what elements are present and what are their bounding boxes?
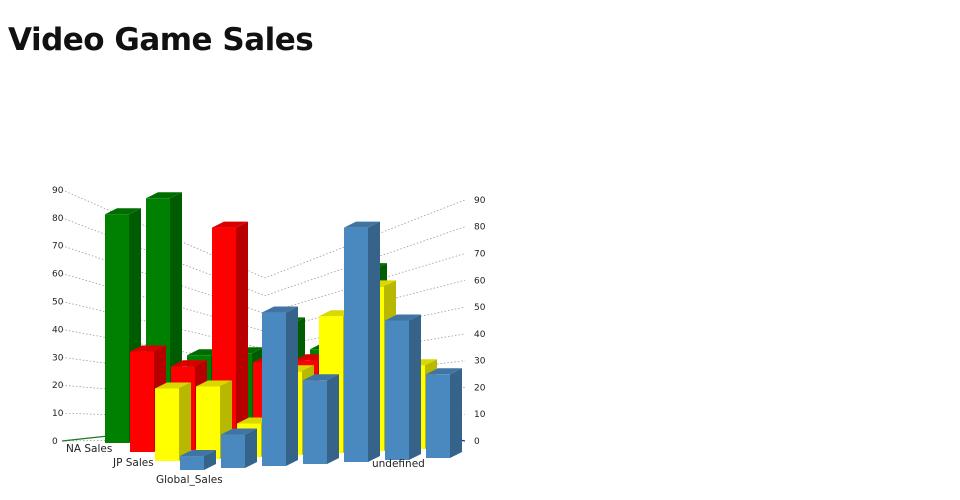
chart-bars <box>105 192 462 470</box>
bar-top <box>180 450 216 457</box>
bar-side <box>286 306 298 466</box>
row-label: JP Sales <box>112 457 154 469</box>
y-tick-label-right: 60 <box>474 276 486 286</box>
bar-front <box>426 374 450 458</box>
y-tick-label-right: 30 <box>474 357 486 367</box>
y-tick-label-left: 50 <box>52 298 64 308</box>
bar-side <box>236 221 248 448</box>
bar-top <box>196 380 232 387</box>
page-title: Video Game Sales <box>8 22 314 58</box>
bar <box>180 450 216 470</box>
bar-top <box>105 208 141 215</box>
y-tick-label-left: 40 <box>52 325 64 335</box>
bar-side <box>245 428 257 468</box>
bar <box>155 382 191 461</box>
bar-front <box>262 312 286 466</box>
bar-top <box>221 428 257 435</box>
bar-side <box>327 374 339 464</box>
y-tick-label-right: 40 <box>474 330 486 340</box>
bar-top <box>155 382 191 389</box>
y-tick-label-left: 70 <box>52 242 64 252</box>
y-tick-label-left: 90 <box>52 186 64 196</box>
bar-top <box>262 306 298 313</box>
bar-front <box>130 351 154 452</box>
bar-front <box>303 380 327 464</box>
chart-labels: 0 0 10 10 20 20 30 30 40 40 50 50 60 60 70 70 80 80 90 90 NA… <box>52 186 486 486</box>
y-tick-label-right: 10 <box>474 410 486 420</box>
bar-front <box>344 227 368 462</box>
bar-top <box>385 314 421 321</box>
bar-top <box>171 360 207 367</box>
bar <box>344 221 380 462</box>
bar-front <box>105 214 129 443</box>
bar-top <box>344 221 380 228</box>
bar-side <box>204 450 216 470</box>
bar-top <box>212 221 248 228</box>
y-tick-label-left: 30 <box>52 353 64 363</box>
bar-front <box>196 386 220 459</box>
bar-front <box>180 456 204 470</box>
row-label: Global_Sales <box>156 474 223 486</box>
bar <box>303 374 339 464</box>
y-tick-label-right: 70 <box>474 250 486 260</box>
y-tick-label-right: 80 <box>474 223 486 233</box>
bar-front <box>385 320 409 460</box>
row-label: NA Sales <box>66 443 112 455</box>
bar-side <box>450 368 462 458</box>
y-tick-label-left: 20 <box>52 381 64 391</box>
row-label: undefined <box>372 458 425 470</box>
y-tick-label-left: 10 <box>52 409 64 419</box>
bar <box>385 314 421 460</box>
y-tick-label-right: 20 <box>474 383 486 393</box>
bar-side <box>368 221 380 462</box>
bar-side <box>409 314 421 460</box>
gridline <box>61 217 466 297</box>
bar-top <box>303 374 339 381</box>
y-tick-label-left: 0 <box>52 437 58 447</box>
x-axis-left <box>61 435 109 442</box>
y-tick-label-left: 60 <box>52 270 64 280</box>
bar-side <box>179 382 191 461</box>
y-tick-label-right: 90 <box>474 196 486 206</box>
bar-top <box>426 368 462 375</box>
bar-front <box>221 434 245 468</box>
bar <box>221 428 257 468</box>
y-tick-label-right: 0 <box>474 437 480 447</box>
bar-front <box>155 388 179 461</box>
bar-top <box>146 192 182 199</box>
y-tick-label-left: 80 <box>52 214 64 224</box>
bar-top <box>130 345 166 352</box>
bar <box>262 306 298 466</box>
bar <box>426 368 462 458</box>
y-tick-label-right: 50 <box>474 303 486 313</box>
